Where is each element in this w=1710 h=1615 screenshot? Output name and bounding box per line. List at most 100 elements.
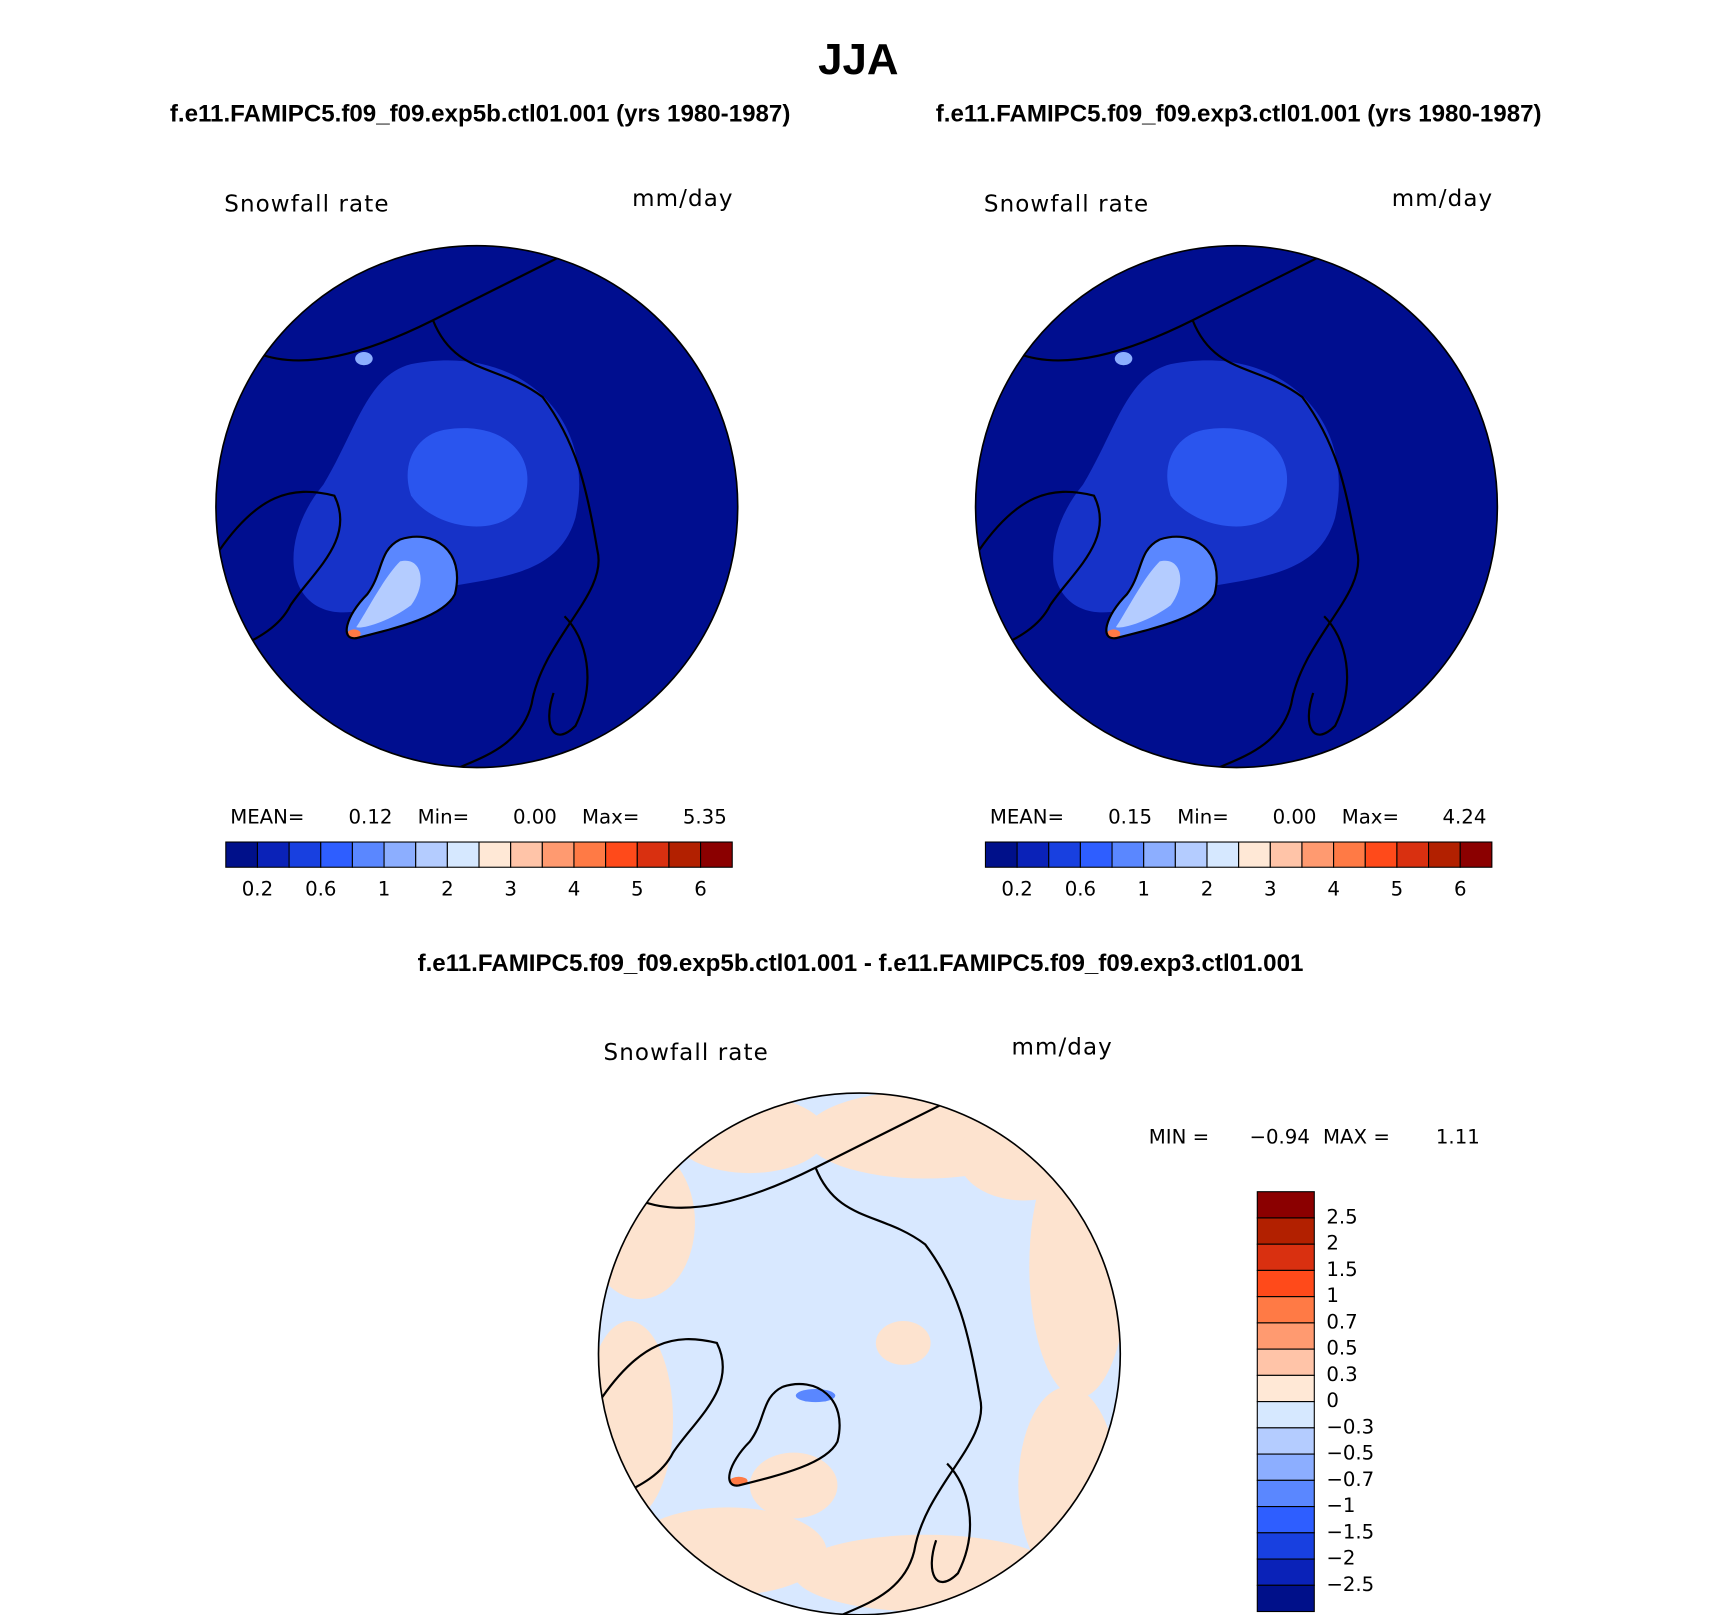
max-spot [1107, 629, 1121, 639]
coastline [600, 1338, 724, 1498]
units-label: mm/day [632, 186, 733, 212]
colorbar-box [1256, 1401, 1315, 1429]
colorbar-box [1256, 1506, 1315, 1534]
map-border [215, 244, 739, 769]
positive-patch [958, 1112, 1090, 1201]
coastline [930, 1462, 971, 1584]
colorbar-label: 0.7 [1326, 1310, 1357, 1333]
snow-region [407, 428, 528, 527]
colorbar-box [225, 841, 259, 868]
positive-patch [1018, 1386, 1117, 1585]
coastline [218, 490, 342, 651]
colorbar-box [1428, 841, 1461, 868]
colorbar-box [541, 841, 575, 868]
colorbar-label: −0.3 [1326, 1415, 1374, 1438]
colorbar-label: 0.3 [1326, 1363, 1357, 1386]
stat-label: Max= [582, 805, 639, 828]
colorbar-box [668, 841, 702, 868]
colorbar-box [1256, 1453, 1315, 1481]
colorbar-box [1396, 841, 1430, 868]
colorbar-box [1256, 1427, 1315, 1455]
coastline [1105, 535, 1218, 640]
stat-label: MIN = [1149, 1125, 1209, 1148]
units-label: mm/day [1392, 186, 1493, 212]
map [215, 245, 738, 768]
map-background [598, 1093, 1121, 1615]
colorbar-label: −0.5 [1326, 1442, 1374, 1465]
colorbar-box [415, 841, 448, 868]
stat-value: 4.24 [1442, 805, 1486, 828]
colorbar-label: 3 [504, 878, 517, 901]
stat-label: MEAN= [230, 805, 304, 828]
colorbar-box [1174, 841, 1208, 868]
colorbar-box [1206, 841, 1240, 868]
colorbar-box [573, 841, 607, 868]
panel-subtitle: f.e11.FAMIPC5.f09_f09.exp5b.ctl01.001 (y… [170, 101, 791, 128]
colorbar-box [1333, 841, 1366, 868]
colorbar-box [1256, 1584, 1315, 1613]
colorbar-box [1238, 841, 1271, 868]
colorbar-box [1079, 841, 1113, 868]
panel-subtitle: f.e11.FAMIPC5.f09_f09.exp3.ctl01.001 (yr… [936, 101, 1542, 128]
colorbar-label: −0.7 [1326, 1468, 1374, 1491]
colorbar-box [1111, 841, 1145, 868]
colorbar-box [256, 841, 290, 868]
colorbar-box [636, 841, 670, 868]
colorbar-label: 0.2 [1001, 878, 1032, 901]
max-spot [347, 629, 361, 639]
colorbar-box [1256, 1296, 1315, 1324]
colorbar-box [1301, 841, 1335, 868]
colorbar-label: 5 [1391, 878, 1404, 901]
stat-label: MEAN= [990, 805, 1064, 828]
stat-value: 1.11 [1436, 1125, 1480, 1148]
positive-patch [598, 1145, 695, 1300]
colorbar-box [1256, 1322, 1315, 1350]
coastline [257, 253, 600, 768]
colorbar-box [605, 841, 638, 868]
colorbar-label: 0.6 [305, 878, 336, 901]
colorbar-label: 5 [631, 878, 644, 901]
stat-label: MAX = [1323, 1125, 1390, 1148]
colorbar-label: 2 [1201, 878, 1214, 901]
colorbar-label: −1 [1326, 1494, 1355, 1517]
stat-value: 5.35 [683, 805, 727, 828]
colorbar-box [1016, 841, 1050, 868]
colorbar-label: 0.5 [1326, 1337, 1357, 1360]
coastline [977, 490, 1101, 651]
positive-patch [673, 1096, 827, 1174]
difference-subtitle: f.e11.FAMIPC5.f09_f09.exp5b.ctl01.001 - … [418, 950, 1304, 977]
colorbar-label: 4 [568, 878, 581, 901]
colorbar-box [288, 841, 322, 868]
coastline [728, 1382, 841, 1487]
colorbar-box [1048, 841, 1081, 868]
colorbar-box [1364, 841, 1398, 868]
colorbar-label: 6 [1454, 878, 1467, 901]
colorbar-label: 1 [378, 878, 391, 901]
colorbar-label: 1 [1326, 1284, 1339, 1307]
colorbar-label: 0 [1326, 1389, 1339, 1412]
colorbar-box [320, 841, 353, 868]
stat-label: Min= [1177, 805, 1229, 828]
colorbar-label: −2 [1326, 1547, 1355, 1570]
colorbar-box [1256, 1479, 1315, 1508]
positive-patch [749, 1452, 838, 1519]
colorbar-box [1256, 1269, 1315, 1298]
units-label: mm/day [1011, 1035, 1112, 1061]
colorbar-label: 2 [1326, 1232, 1339, 1255]
colorbar-label: 4 [1327, 878, 1340, 901]
colorbar-box [478, 841, 512, 868]
colorbar-box [984, 841, 1018, 868]
coastline [639, 1100, 983, 1615]
spot [355, 352, 373, 366]
positive-patch [793, 1534, 1057, 1612]
stat-label: Max= [1342, 805, 1399, 828]
colorbar-box [1256, 1348, 1315, 1376]
colorbar-label: −2.5 [1326, 1573, 1374, 1596]
positive-patch [875, 1321, 931, 1365]
spot [1114, 352, 1133, 366]
colorbar-label: −1.5 [1326, 1520, 1374, 1543]
stat-value: 0.00 [513, 805, 557, 828]
snow-region [1167, 428, 1288, 527]
map [975, 245, 1498, 768]
